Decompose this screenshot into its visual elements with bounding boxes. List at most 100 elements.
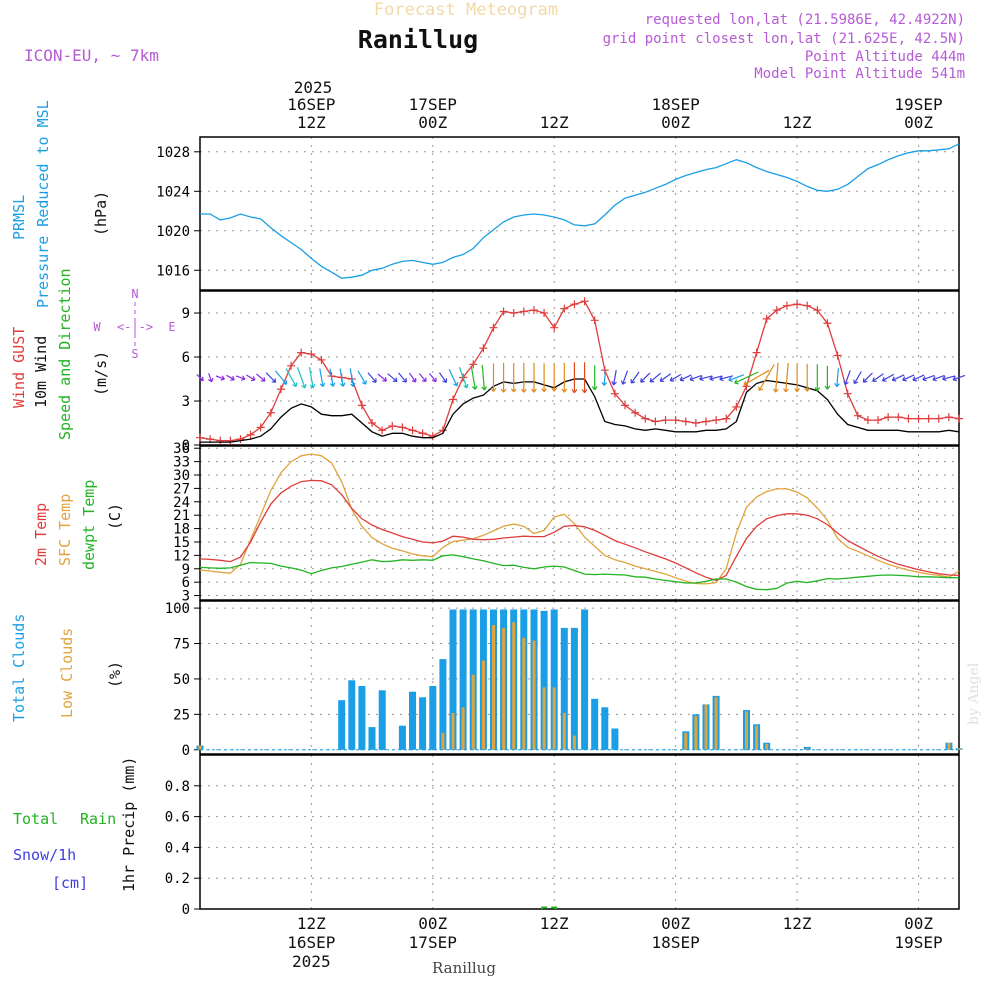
ytick-label: 0 xyxy=(182,902,190,918)
gust-marker xyxy=(610,389,619,398)
wind-arrow xyxy=(613,369,617,386)
low-cloud-bar xyxy=(198,745,202,750)
wind-arrow-head xyxy=(611,381,617,386)
gust-marker xyxy=(418,429,427,438)
panel-wind: 0 3 6 9 xyxy=(182,290,966,454)
top-time-label: 12Z xyxy=(297,113,326,132)
wind-arrow-head xyxy=(862,378,868,383)
ytick-label: 18 xyxy=(173,522,190,538)
wind-arrow xyxy=(319,368,324,387)
gust-marker xyxy=(378,426,387,435)
gust-marker xyxy=(924,414,933,423)
wind-arrow-head xyxy=(207,377,214,383)
wind-arrow-head xyxy=(309,384,316,389)
wind-arrow-head xyxy=(679,376,685,382)
low-cloud-bar xyxy=(532,640,536,750)
wind-arrow-head xyxy=(282,380,288,385)
wind-arrow-head xyxy=(952,376,958,382)
wind-arrow-head xyxy=(630,379,636,384)
wind-arrow xyxy=(649,372,661,383)
wind-arrow xyxy=(367,372,377,383)
wind-arrow-head xyxy=(719,375,724,382)
bottom-time-label: 12Z xyxy=(783,914,812,933)
ytick-label: 9 xyxy=(182,306,190,322)
gust-marker xyxy=(671,416,680,425)
wind-arrow xyxy=(775,362,779,393)
wind-arrow xyxy=(481,365,485,391)
wind-arrow-head xyxy=(339,382,346,387)
wind-arrow-head xyxy=(531,388,537,393)
wind-arrow-head xyxy=(421,377,427,383)
bottom-time-label: 17SEP xyxy=(409,933,457,952)
sfc-temp-line xyxy=(199,453,960,585)
model-label: ICON-EU, ~ 7km xyxy=(24,46,159,65)
wind-arrow-head xyxy=(758,386,764,392)
wind-arrow-head xyxy=(292,382,298,387)
ytick-label: 1020 xyxy=(156,224,190,240)
gust-marker xyxy=(287,361,296,370)
total-cloud-bar xyxy=(550,609,558,750)
wind-arrow-head xyxy=(199,376,204,382)
rain-bar xyxy=(551,906,558,909)
temp2m-line xyxy=(199,479,960,582)
gust-marker xyxy=(317,355,326,364)
wind-arrow-head xyxy=(240,375,246,381)
gust-marker xyxy=(691,419,700,427)
wind-arrow-head xyxy=(392,377,398,382)
cloud-unit: (%) xyxy=(106,661,124,688)
wind-arrow xyxy=(308,367,314,389)
gust-marker xyxy=(297,348,306,357)
wind-arrow-head xyxy=(912,376,917,382)
panel-frame xyxy=(199,290,960,446)
gust-marker xyxy=(226,436,235,445)
ytick-label: 6 xyxy=(182,350,190,366)
gust-marker xyxy=(884,413,893,422)
wind-arrow xyxy=(387,373,398,382)
gust-marker xyxy=(529,306,538,315)
wind-arrow xyxy=(256,373,266,382)
wind-arrow xyxy=(932,374,945,381)
wind-arrow-head xyxy=(260,377,266,382)
gust-marker xyxy=(732,402,741,411)
wind-arrow-head xyxy=(463,383,469,389)
wind-arrow-head xyxy=(372,378,377,383)
gust-marker xyxy=(762,314,771,323)
wind-arrow-head xyxy=(481,386,488,391)
wind-arrow xyxy=(349,368,354,387)
wind-arrow-head xyxy=(891,376,897,382)
low-cloud-bar xyxy=(957,748,961,750)
ytick-label: 6 xyxy=(182,575,190,591)
grid-point-coords: grid point closest lon,lat (21.625E, 42.… xyxy=(603,31,965,47)
low-cloud-bar xyxy=(704,704,708,750)
low-cloud-bar xyxy=(714,697,718,750)
wind-arrow-head xyxy=(453,381,459,387)
top-time-label: 19SEP xyxy=(894,95,942,114)
gust-marker xyxy=(752,348,761,357)
rain-bar xyxy=(541,906,548,909)
gust-marker xyxy=(276,385,285,394)
gust-marker xyxy=(570,300,579,309)
ytick-label: 100 xyxy=(165,601,190,617)
gust-marker xyxy=(631,408,640,417)
temp-label-sfc: SFC Temp xyxy=(56,494,74,566)
temp-label-2m: 2m Temp xyxy=(32,503,50,566)
total-cloud-bar xyxy=(429,686,437,750)
wind-arrow xyxy=(640,372,651,383)
ytick-label: 3 xyxy=(182,394,190,410)
wind-arrow xyxy=(902,374,915,381)
top-time-label: 00Z xyxy=(418,113,447,132)
wind-arrow xyxy=(630,371,640,384)
gust-marker xyxy=(479,344,488,353)
total-cloud-bar xyxy=(358,686,366,750)
wind-arrow-head xyxy=(669,376,675,382)
top-time-label: 12Z xyxy=(540,113,569,132)
wind-arrow xyxy=(357,370,367,385)
wind-arrow-head xyxy=(853,379,859,385)
gust-marker xyxy=(894,413,903,422)
wind-arrow-head xyxy=(271,378,277,383)
wind-arrow-head xyxy=(601,381,608,386)
total-cloud-bar xyxy=(439,659,447,750)
wind-arrow-head xyxy=(814,387,821,392)
wind-arrow xyxy=(285,368,297,387)
ytick-label: 33 xyxy=(173,455,190,471)
